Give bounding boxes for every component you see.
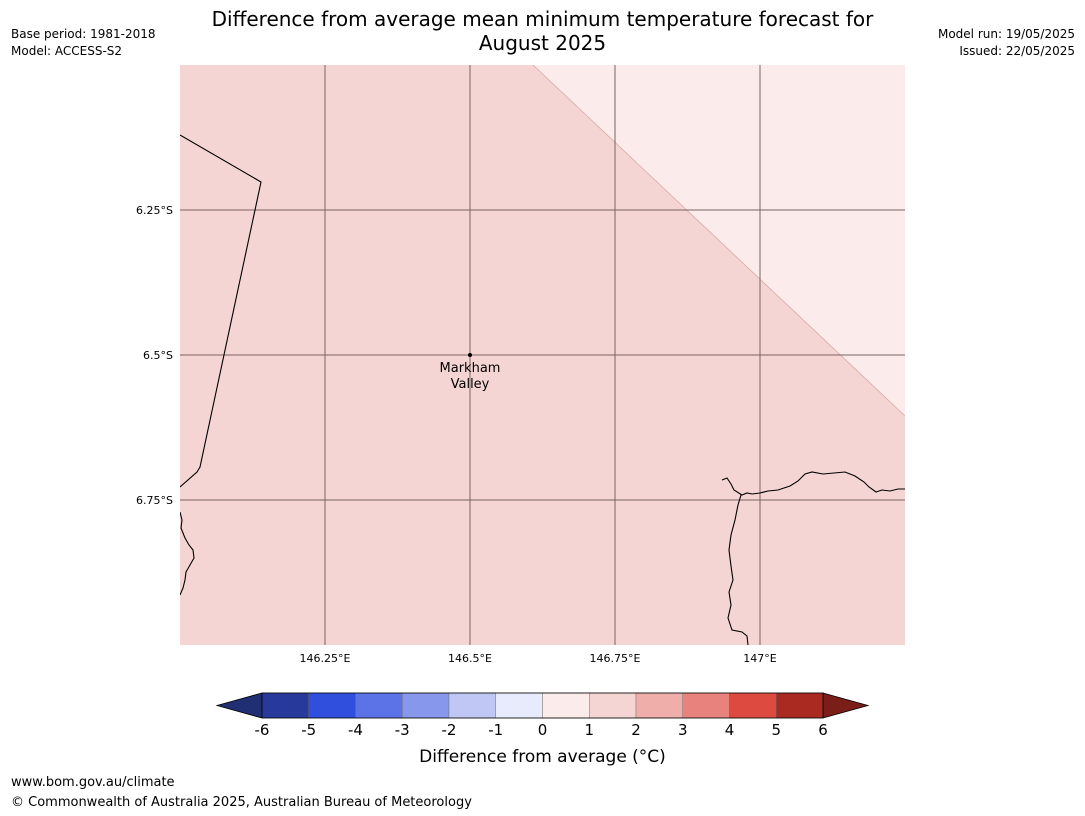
model-run-text: Model run: 19/05/2025 bbox=[937, 27, 1075, 41]
coastline-northwest bbox=[180, 134, 262, 488]
colorbar-segment bbox=[448, 692, 496, 719]
lon-tick-label: 146.75°E bbox=[590, 652, 641, 665]
map-area: Markham Valley bbox=[180, 65, 905, 645]
issued-text: Issued: 22/05/2025 bbox=[959, 44, 1075, 58]
colorbar-segment bbox=[682, 692, 730, 719]
colorbar-segment bbox=[495, 692, 543, 719]
footer-url: www.bom.gov.au/climate bbox=[11, 775, 175, 790]
metadata-left: Base period: 1981-2018 Model: ACCESS-S2 bbox=[11, 26, 156, 60]
colorbar-tick-label: -4 bbox=[348, 721, 363, 739]
lat-tick-label: 6.25°S bbox=[136, 204, 173, 217]
colorbar-extend-low bbox=[215, 692, 263, 719]
colorbar-tick-label: -3 bbox=[395, 721, 410, 739]
colorbar-segment bbox=[308, 692, 356, 719]
lat-tick-label: 6.5°S bbox=[143, 349, 173, 362]
gridlines bbox=[180, 65, 905, 645]
metadata-right: Model run: 19/05/2025 Issued: 22/05/2025 bbox=[938, 26, 1075, 60]
map-title: Difference from average mean minimum tem… bbox=[180, 7, 905, 55]
colorbar-tick-label: -5 bbox=[301, 721, 316, 739]
place-label-line1: Markham bbox=[440, 361, 501, 376]
place-marker bbox=[468, 353, 472, 357]
anomaly-boundary bbox=[532, 65, 905, 417]
colorbar-tick-label: 0 bbox=[538, 721, 548, 739]
colorbar-frame bbox=[261, 692, 824, 719]
lon-tick-label: 147°E bbox=[743, 652, 776, 665]
footer-copyright: © Commonwealth of Australia 2025, Austra… bbox=[11, 795, 472, 810]
coastlines bbox=[180, 134, 905, 645]
colorbar-segment bbox=[542, 692, 590, 719]
colorbar-segment bbox=[355, 692, 403, 719]
lon-tick-label: 146.5°E bbox=[448, 652, 492, 665]
model-text: Model: ACCESS-S2 bbox=[11, 44, 123, 58]
lat-tick-label: 6.75°S bbox=[136, 494, 173, 507]
colorbar-tick-label: 1 bbox=[584, 721, 594, 739]
coastline-southwest bbox=[180, 511, 195, 596]
coastline-southeast bbox=[721, 471, 905, 645]
colorbar-segment bbox=[776, 692, 824, 719]
map-title-line1: Difference from average mean minimum tem… bbox=[211, 7, 874, 31]
colorbar-segment bbox=[589, 692, 637, 719]
colorbar-segment bbox=[635, 692, 683, 719]
colorbar-tick-label: 2 bbox=[631, 721, 641, 739]
colorbar-tick-label: -6 bbox=[255, 721, 270, 739]
base-period-text: Base period: 1981-2018 bbox=[11, 27, 156, 41]
colorbar-label: Difference from average (°C) bbox=[419, 747, 666, 767]
latitude-tick-labels: 6.25°S 6.5°S 6.75°S bbox=[136, 204, 173, 507]
colorbar: -6 -5 -4 -3 -2 -1 0 1 2 3 4 5 6 bbox=[215, 692, 870, 739]
colorbar-tick-label: 3 bbox=[678, 721, 688, 739]
lon-tick-label: 146.25°E bbox=[300, 652, 351, 665]
colorbar-tick-label: -1 bbox=[488, 721, 503, 739]
colorbar-segment bbox=[261, 692, 309, 719]
colorbar-extend-high bbox=[822, 692, 870, 719]
colorbar-segment bbox=[402, 692, 450, 719]
map-title-line2: August 2025 bbox=[478, 31, 607, 55]
colorbar-segment bbox=[729, 692, 777, 719]
longitude-tick-labels: 146.25°E 146.5°E 146.75°E 147°E bbox=[300, 652, 777, 665]
colorbar-tick-label: -2 bbox=[442, 721, 457, 739]
colorbar-tick-label: 6 bbox=[818, 721, 828, 739]
colorbar-tick-label: 5 bbox=[771, 721, 781, 739]
colorbar-tick-label: 4 bbox=[725, 721, 735, 739]
place-label-line2: Valley bbox=[451, 377, 490, 392]
